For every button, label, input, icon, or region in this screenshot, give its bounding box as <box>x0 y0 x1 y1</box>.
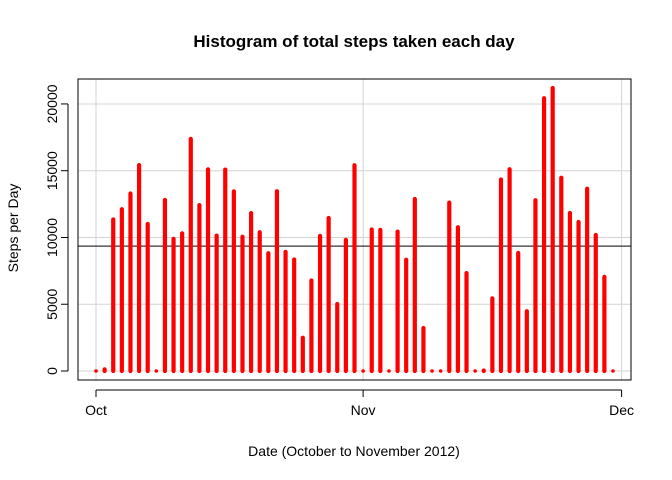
bar-2012-11-01 <box>361 369 365 373</box>
bar-2012-10-01 <box>94 369 98 373</box>
chart-title: Histogram of total steps taken each day <box>193 32 515 51</box>
bar-2012-11-30 <box>611 369 615 373</box>
x-axis: Oct Nov Dec <box>85 389 634 418</box>
x-tick-label-dec: Dec <box>609 402 634 418</box>
bar-2012-11-10 <box>438 369 443 373</box>
bar-2012-11-14 <box>473 369 477 373</box>
y-axis-label: Steps per Day <box>5 184 21 273</box>
bar-series <box>94 85 615 374</box>
y-tick-label: 0 <box>44 367 60 375</box>
y-tick-label: 10000 <box>44 218 60 257</box>
y-tick-label: 5000 <box>44 288 60 319</box>
bar-2012-11-04 <box>387 369 391 373</box>
y-axis: 0 5000 10000 15000 20000 <box>44 84 69 375</box>
y-tick-label: 15000 <box>44 151 60 190</box>
bar-2012-11-09 <box>430 369 434 373</box>
x-axis-label: Date (October to November 2012) <box>248 443 460 459</box>
x-tick-label-nov: Nov <box>351 402 376 418</box>
plot-area-border <box>77 78 632 381</box>
bar-2012-10-08 <box>154 369 159 373</box>
x-tick-label-oct: Oct <box>85 402 107 418</box>
y-tick-label: 20000 <box>44 84 60 123</box>
